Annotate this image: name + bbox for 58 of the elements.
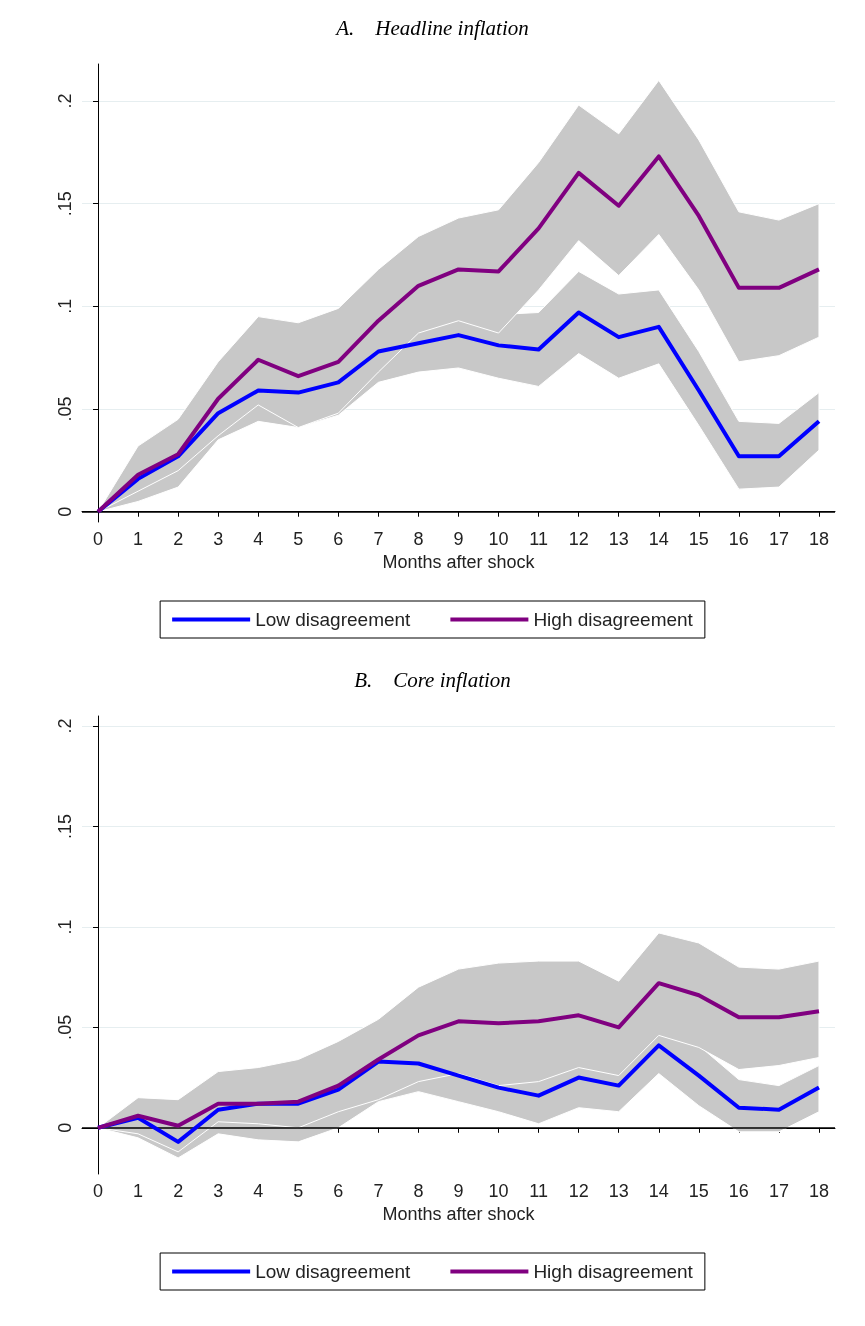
x-tick-label: 5	[293, 1181, 304, 1201]
x-tick-label: 3	[213, 529, 224, 549]
x-tick-label: 16	[728, 529, 749, 549]
x-tick-label: 13	[608, 1181, 629, 1201]
x-tick-label: 7	[373, 529, 384, 549]
x-tick-label: 6	[333, 1181, 344, 1201]
x-tick-label: 4	[253, 529, 264, 549]
x-tick-label: 18	[808, 529, 829, 549]
x-tick-label: 6	[333, 529, 344, 549]
x-tick-label: 9	[453, 1181, 464, 1201]
x-tick-label: 14	[648, 529, 669, 549]
x-tick-label: 11	[529, 1181, 548, 1201]
y-tick-label: .05	[55, 396, 75, 422]
x-tick-label: 12	[568, 1181, 589, 1201]
x-axis-title: Months after shock	[382, 551, 536, 572]
x-tick-label: 17	[768, 529, 789, 549]
y-tick-label: .2	[55, 93, 75, 109]
x-tick-label: 13	[608, 529, 629, 549]
x-tick-label: 10	[488, 1181, 509, 1201]
chart-title: B. Core inflation	[354, 667, 511, 692]
y-tick-label: 0	[55, 1122, 75, 1133]
x-tick-label: 8	[413, 1181, 424, 1201]
legend-label: High disagreement	[533, 1261, 694, 1282]
y-tick-label: .1	[55, 919, 75, 935]
line-series	[96, 981, 821, 1130]
legend-label: High disagreement	[533, 609, 694, 630]
x-tick-label: 2	[173, 529, 184, 549]
x-tick-label: 17	[768, 1181, 789, 1201]
x-tick-label: 15	[688, 1181, 709, 1201]
legend-label: Low disagreement	[255, 609, 412, 630]
x-tick-label: 12	[568, 529, 589, 549]
x-tick-label: 5	[293, 529, 304, 549]
x-axis-title: Months after shock	[382, 1203, 536, 1224]
x-tick-label: 4	[253, 1181, 264, 1201]
x-tick-label: 14	[648, 1181, 669, 1201]
x-tick-label: 1	[133, 1181, 144, 1201]
y-tick-label: .1	[55, 298, 75, 314]
y-tick-label: .15	[55, 191, 75, 217]
x-tick-label: 10	[488, 529, 509, 549]
legend-label: Low disagreement	[255, 1261, 412, 1282]
y-tick-label: .15	[55, 813, 75, 839]
line-series	[96, 154, 821, 514]
x-tick-label: 0	[93, 529, 104, 549]
y-tick-label: .2	[55, 718, 75, 734]
x-tick-label: 0	[93, 1181, 104, 1201]
y-tick-label: 0	[55, 506, 75, 517]
chart-title: A. Headline inflation	[334, 15, 529, 40]
x-tick-label: 2	[173, 1181, 184, 1201]
x-tick-label: 8	[413, 529, 424, 549]
x-tick-label: 16	[728, 1181, 749, 1201]
y-tick-label: .05	[55, 1014, 75, 1040]
x-tick-label: 15	[688, 529, 709, 549]
x-tick-label: 9	[453, 529, 464, 549]
x-tick-label: 3	[213, 1181, 224, 1201]
x-tick-label: 7	[373, 1181, 384, 1201]
x-tick-label: 11	[529, 529, 548, 549]
x-tick-label: 1	[133, 529, 144, 549]
x-tick-label: 18	[808, 1181, 829, 1201]
